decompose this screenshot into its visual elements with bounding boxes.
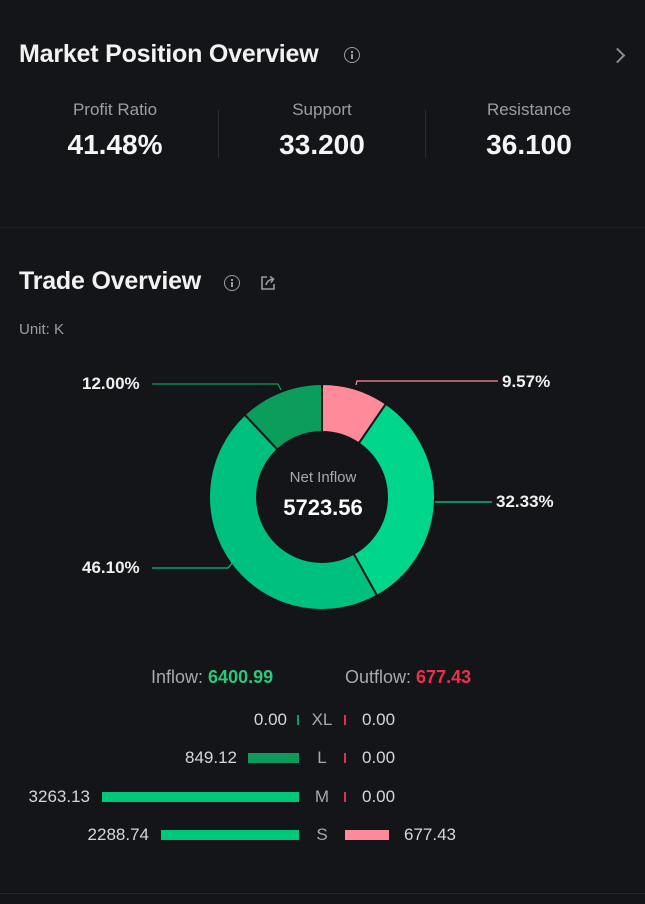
leader-line-inflow-l xyxy=(152,383,282,391)
slice-inflow-l xyxy=(243,382,323,452)
slice-label-inflow-s: 32.33% xyxy=(496,492,554,511)
m-outflow-bar xyxy=(344,792,346,802)
share-icon[interactable] xyxy=(259,274,277,292)
l-outflow-bar xyxy=(344,753,346,763)
s-size-label: S xyxy=(316,825,328,844)
stat-resistance: Resistance 36.100 xyxy=(429,100,629,161)
stat-divider xyxy=(425,110,426,158)
unit-label: Unit: K xyxy=(19,321,65,338)
donut-center-value: 5723.56 xyxy=(283,495,363,520)
stat-label: Support xyxy=(292,100,352,119)
slice-inflow-m xyxy=(208,413,379,611)
donut-chart xyxy=(152,380,498,611)
slice-label-inflow-m: 46.10% xyxy=(82,558,140,577)
donut-center-label: Net Inflow xyxy=(289,469,357,486)
trade-overview-title: Trade Overview xyxy=(19,267,202,295)
s-outflow-value: 677.43 xyxy=(404,825,456,844)
inflow-label: Inflow: xyxy=(151,667,204,687)
outflow-label: Outflow: xyxy=(345,667,412,687)
stat-support: Support 33.200 xyxy=(222,100,422,161)
leader-line-inflow-m xyxy=(152,561,234,569)
info-icon[interactable] xyxy=(224,275,240,291)
market-position-section: Market Position Overview Profit Ratio 41… xyxy=(0,0,645,226)
m-size-label: M xyxy=(314,787,330,806)
stat-value: 33.200 xyxy=(279,129,365,160)
l-outflow-value: 0.00 xyxy=(362,748,396,767)
leader-line-outflow-s xyxy=(355,380,498,386)
stat-label: Profit Ratio xyxy=(72,100,158,119)
chevron-right-icon[interactable] xyxy=(609,47,626,64)
stat-profit-ratio: Profit Ratio 41.48% xyxy=(15,100,215,161)
inflow-summary: Inflow: 6400.99 xyxy=(151,667,273,688)
market-position-title: Market Position Overview xyxy=(19,40,319,68)
m-inflow-bar xyxy=(102,792,299,802)
s-outflow-bar xyxy=(345,830,389,840)
xl-inflow-value: 0.00 xyxy=(253,710,287,729)
outflow-value: 677.43 xyxy=(416,667,472,687)
xl-size-label: XL xyxy=(311,710,333,729)
slice-inflow-s xyxy=(352,402,436,598)
slice-label-outflow-s: 9.57% xyxy=(502,372,551,391)
l-size-label: L xyxy=(317,748,327,767)
s-inflow-bar xyxy=(161,830,299,840)
stat-value: 41.48% xyxy=(67,129,163,160)
m-outflow-value: 0.00 xyxy=(362,787,396,806)
stat-divider xyxy=(218,110,219,158)
trade-overview-section: Trade Overview Unit: K Net Inflow 5723.5… xyxy=(0,227,645,895)
inflow-value: 6400.99 xyxy=(208,667,274,687)
l-inflow-bar xyxy=(248,753,299,763)
xl-inflow-bar xyxy=(297,715,299,725)
l-inflow-value: 849.12 xyxy=(185,748,237,767)
outflow-summary: Outflow: 677.43 xyxy=(345,667,471,688)
info-icon[interactable] xyxy=(344,47,360,63)
s-inflow-value: 2288.74 xyxy=(87,825,149,844)
xl-outflow-value: 0.00 xyxy=(362,710,396,729)
stat-value: 36.100 xyxy=(486,129,572,160)
stat-label: Resistance xyxy=(486,100,572,119)
xl-outflow-bar xyxy=(344,715,346,725)
bottom-divider xyxy=(0,893,645,894)
m-inflow-value: 3263.13 xyxy=(28,787,90,806)
slice-label-inflow-l: 12.00% xyxy=(82,374,140,393)
